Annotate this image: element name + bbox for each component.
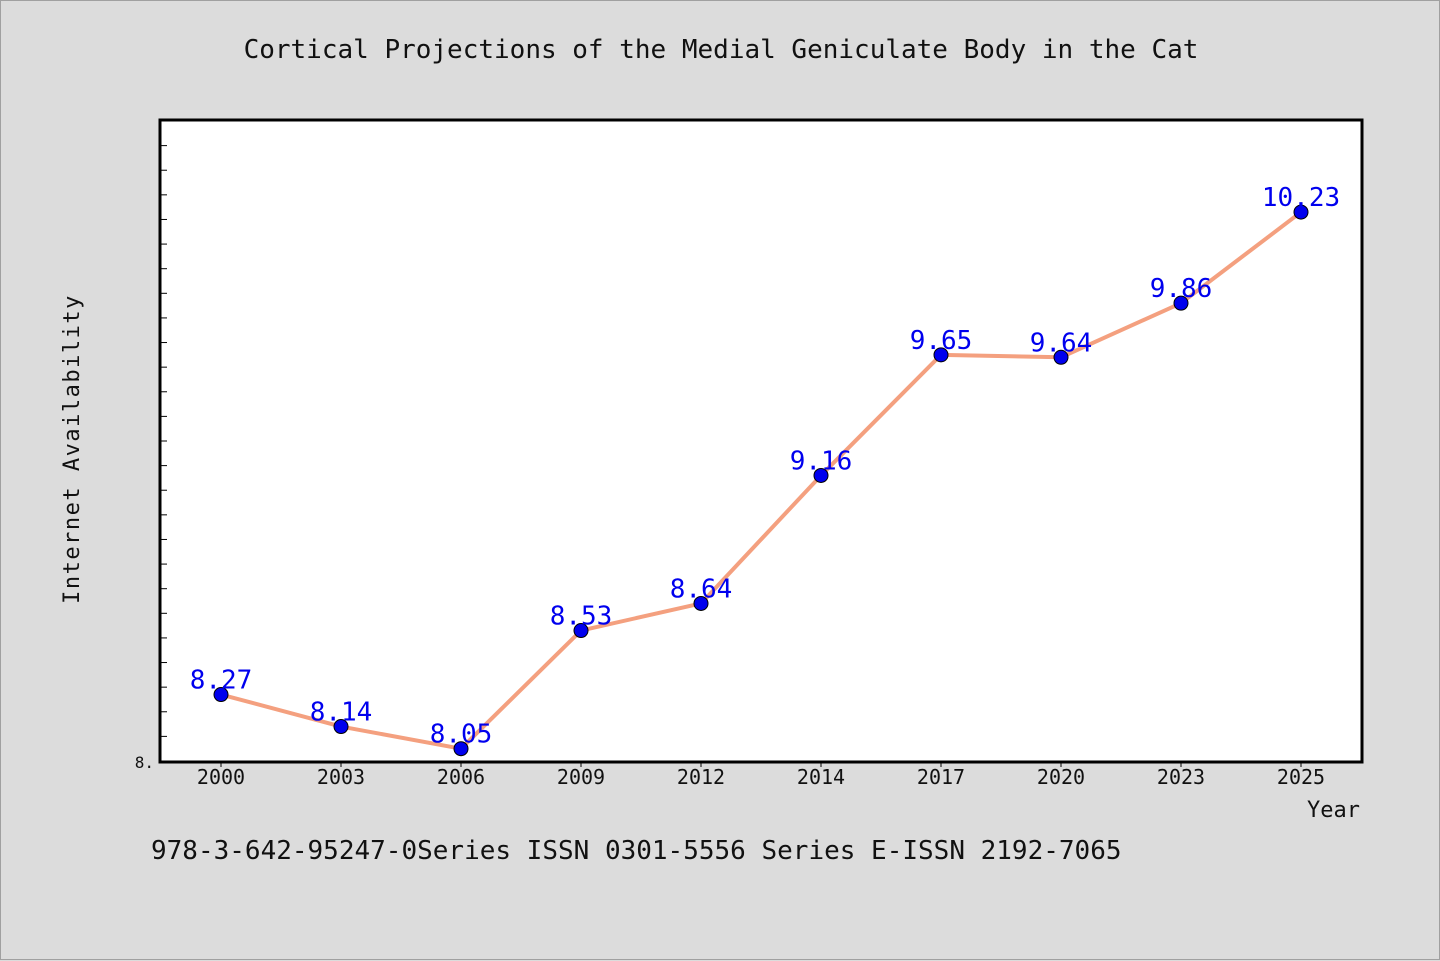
data-point xyxy=(453,741,469,757)
data-label: 8.64 xyxy=(670,574,733,604)
data-point xyxy=(573,623,589,639)
data-label: 9.65 xyxy=(910,326,973,356)
x-tick-label: 2017 xyxy=(917,765,965,789)
data-point xyxy=(933,347,949,363)
x-axis-ticks: 2000 2003 2006 2009 2012 2014 2017 2020 2023 2025 xyxy=(197,761,1325,789)
x-tick-label: 2000 xyxy=(197,765,245,789)
data-label: 8.05 xyxy=(430,720,493,750)
data-label: 9.16 xyxy=(790,446,853,476)
chart-title: Cortical Projections of the Medial Genic… xyxy=(243,35,1199,65)
y-axis-label: Internet Availability xyxy=(60,294,85,604)
data-label: 8.27 xyxy=(190,666,253,696)
data-label: 8.14 xyxy=(310,698,373,728)
x-axis-label: Year xyxy=(1307,798,1360,823)
x-tick-label: 2003 xyxy=(317,765,365,789)
x-tick-label: 2009 xyxy=(557,765,605,789)
data-label: 9.86 xyxy=(1150,274,1213,304)
x-tick-label: 2006 xyxy=(437,765,485,789)
data-label: 9.64 xyxy=(1030,328,1093,358)
data-point xyxy=(1293,204,1309,220)
x-tick-label: 2025 xyxy=(1277,765,1325,789)
isbn-issn-footer: 978-3-642-95247-0Series ISSN 0301-5556 S… xyxy=(151,836,1122,866)
data-point xyxy=(213,687,229,703)
y-axis-ticks xyxy=(161,145,171,762)
data-point xyxy=(1053,349,1069,365)
x-tick-label: 2023 xyxy=(1157,765,1205,789)
data-label: 10.23 xyxy=(1262,183,1340,213)
series-line xyxy=(220,210,1303,751)
data-point xyxy=(693,595,709,611)
y-tick-label: 8. xyxy=(135,753,154,772)
data-point xyxy=(1173,295,1189,311)
data-point xyxy=(813,467,829,483)
x-tick-label: 2012 xyxy=(677,765,725,789)
data-markers xyxy=(213,204,1309,757)
data-label: 8.53 xyxy=(550,602,613,632)
plot-area xyxy=(158,118,1364,764)
x-tick-label: 2020 xyxy=(1037,765,1085,789)
data-point xyxy=(333,719,349,735)
data-labels: 8.27 8.14 8.05 8.53 8.64 9.16 9.65 9.64 9.86 10.2… xyxy=(190,183,1340,750)
x-tick-label: 2014 xyxy=(797,765,845,789)
